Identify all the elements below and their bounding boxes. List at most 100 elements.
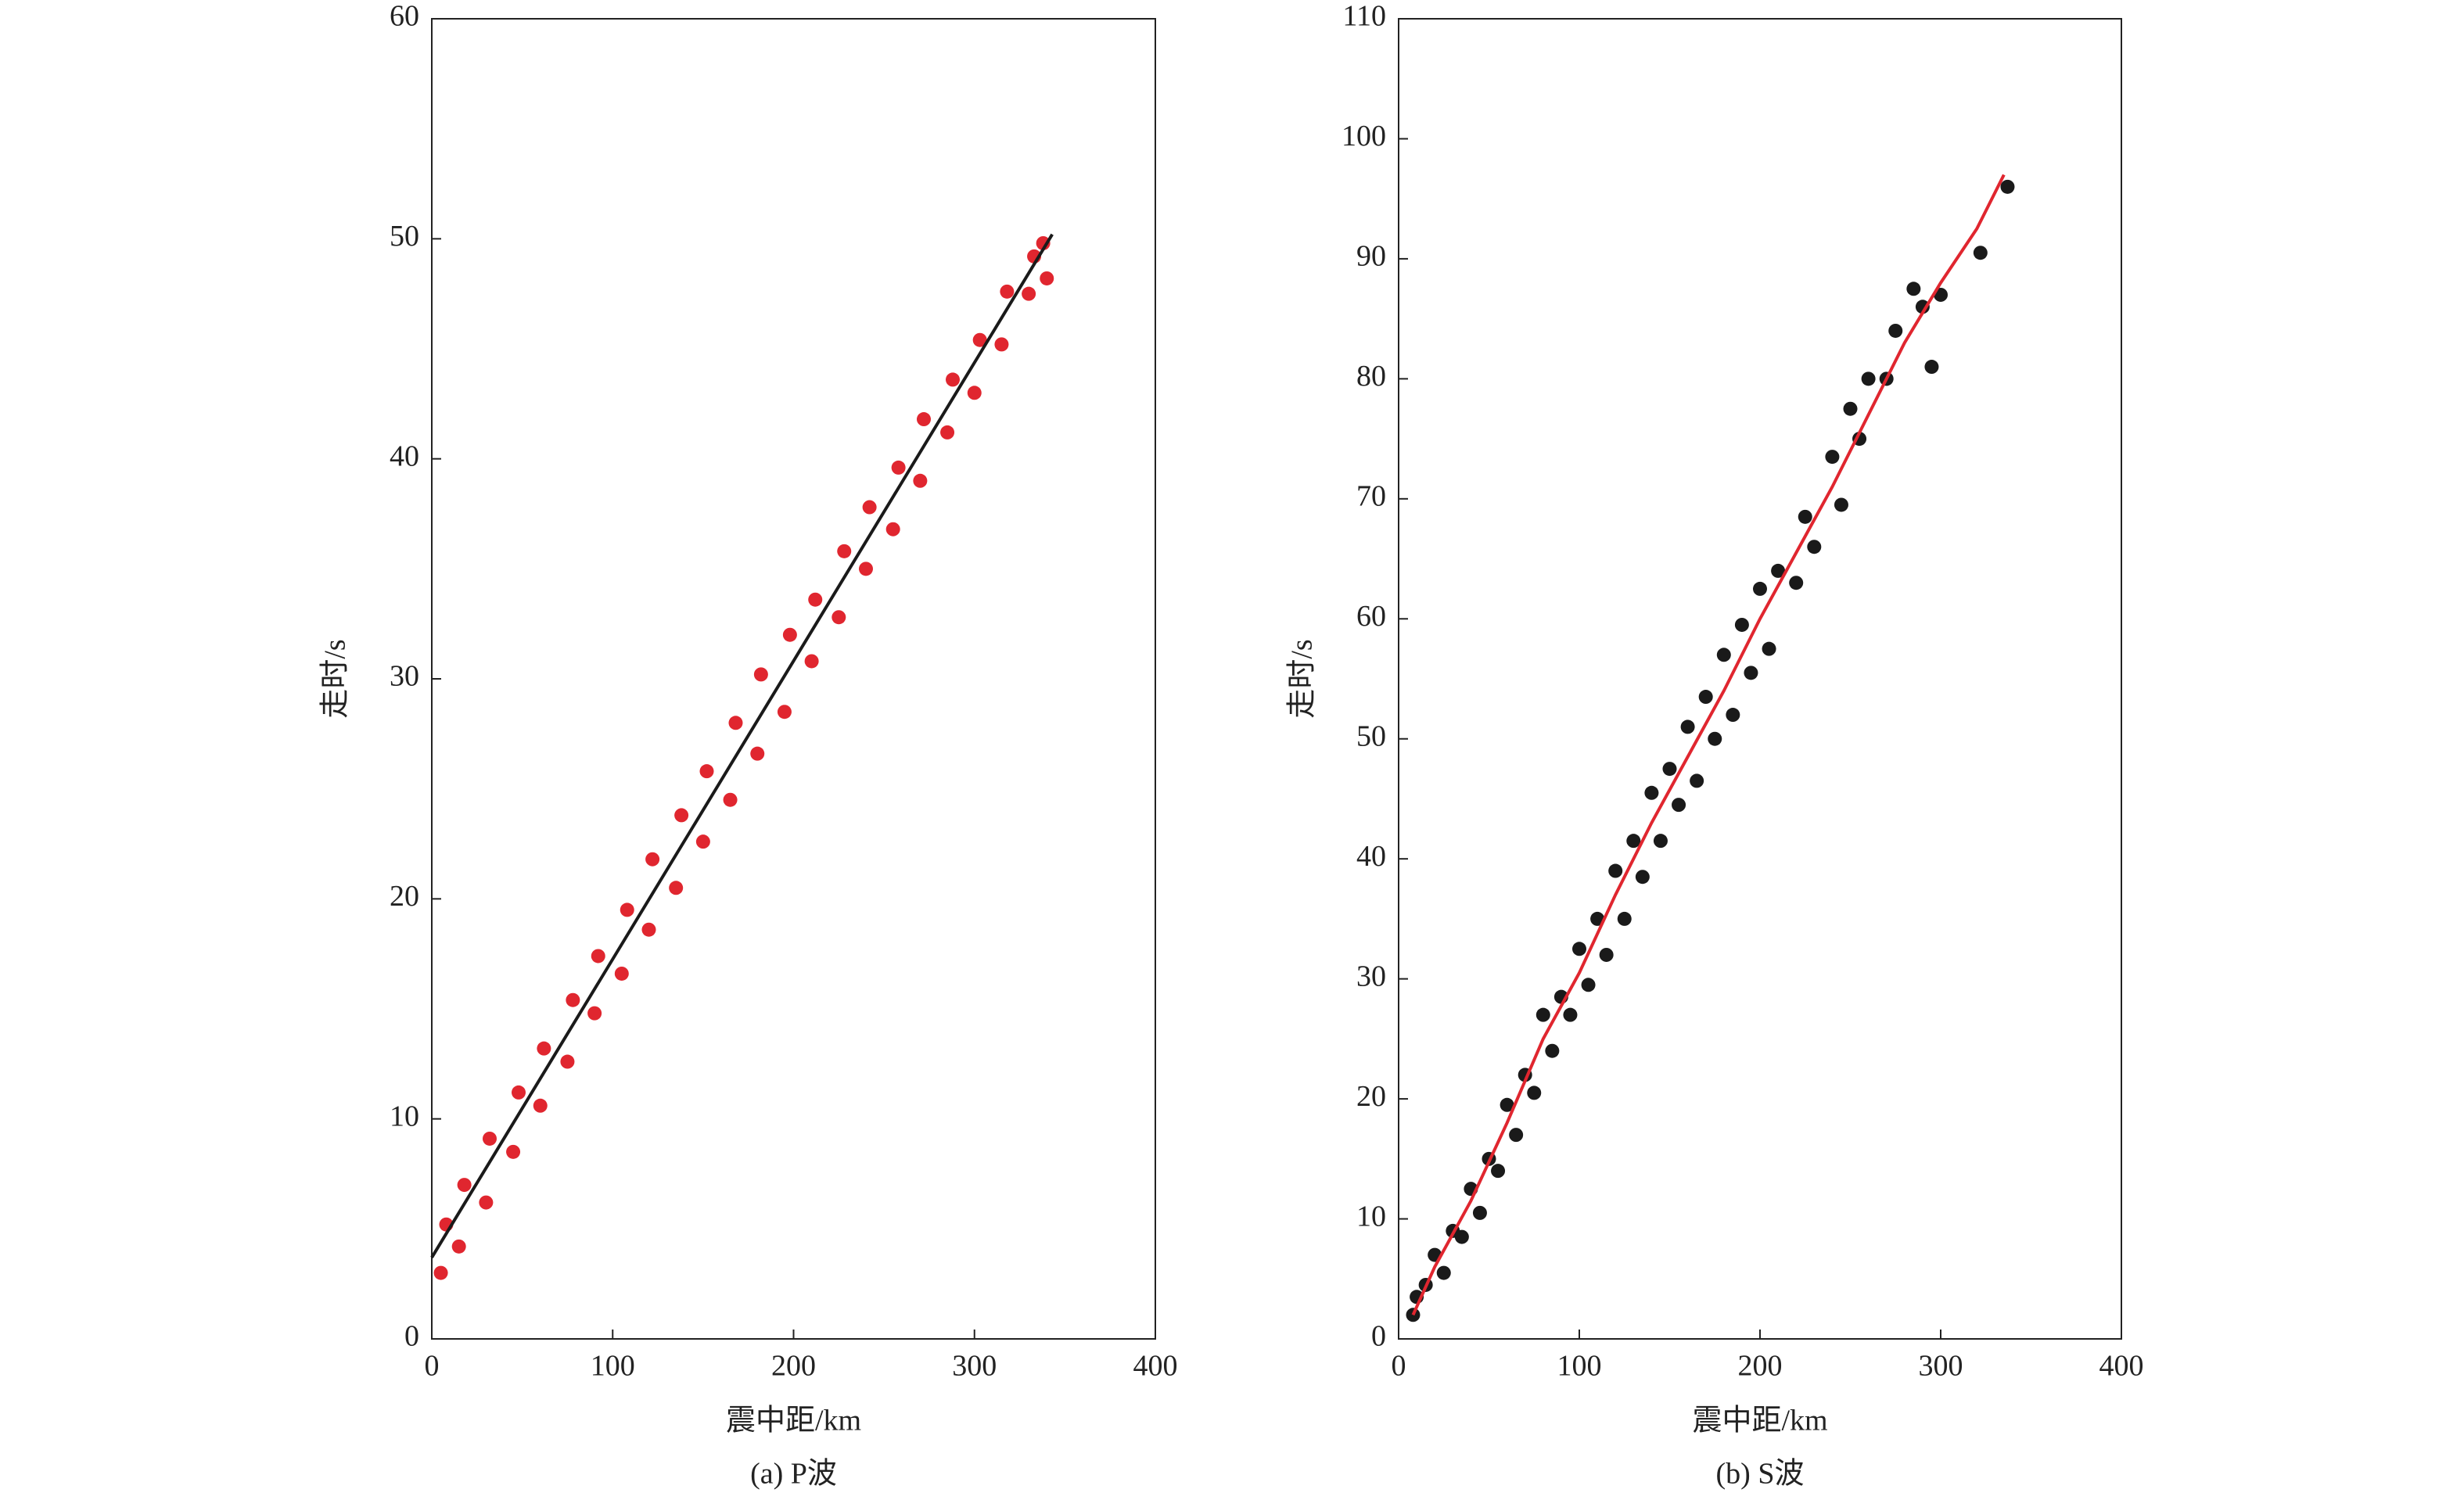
x-tick-label: 100 — [1557, 1350, 1602, 1383]
data-point — [1472, 1205, 1487, 1220]
data-point — [695, 834, 710, 849]
x-tick-label: 0 — [1392, 1350, 1406, 1383]
data-point — [1545, 1043, 1560, 1058]
y-tick-label: 20 — [1356, 1080, 1386, 1113]
data-point — [1744, 666, 1758, 680]
data-point — [940, 425, 955, 440]
data-point — [1626, 834, 1641, 849]
data-point — [859, 562, 873, 576]
y-tick-label: 60 — [1356, 600, 1386, 633]
data-point — [1644, 785, 1659, 800]
data-point — [804, 654, 819, 669]
data-point — [1906, 282, 1921, 296]
data-point — [1762, 641, 1776, 656]
data-point — [1599, 947, 1614, 962]
data-point — [913, 473, 928, 488]
data-point — [1690, 773, 1704, 788]
data-point — [1436, 1265, 1451, 1280]
data-point — [1789, 576, 1804, 590]
data-point — [614, 966, 629, 981]
data-point — [1662, 762, 1677, 777]
fit-line — [430, 233, 1054, 1258]
x-tick-label: 400 — [1133, 1350, 1178, 1383]
data-point — [1834, 497, 1848, 512]
x-tick-label: 300 — [952, 1350, 997, 1383]
y-tick-label: 10 — [390, 1100, 419, 1132]
data-point — [674, 808, 689, 823]
data-point — [2000, 179, 2015, 194]
y-tick-label: 60 — [390, 0, 419, 33]
data-point — [1653, 834, 1668, 849]
data-point — [1491, 1164, 1506, 1179]
y-tick-label: 50 — [1356, 719, 1386, 752]
data-point — [1527, 1086, 1542, 1100]
data-point — [782, 627, 797, 642]
data-point — [1708, 731, 1722, 746]
data-point — [1536, 1007, 1550, 1022]
y-tick-label: 40 — [1356, 840, 1386, 873]
x-tick-label: 300 — [1919, 1350, 1963, 1383]
y-tick-label: 0 — [404, 1320, 419, 1353]
y-tick-label: 50 — [390, 220, 419, 253]
data-point — [512, 1085, 526, 1100]
x-tick-label: 200 — [1738, 1350, 1783, 1383]
data-point — [457, 1178, 472, 1193]
data-point — [560, 1054, 575, 1069]
y-tick-label: 10 — [1356, 1200, 1386, 1233]
data-point — [1888, 323, 1903, 338]
data-point — [1454, 1229, 1469, 1244]
y-tick-label: 70 — [1356, 480, 1386, 513]
y-axis-label: 走时/s — [1286, 639, 1319, 718]
data-point — [885, 522, 900, 536]
data-point — [1915, 300, 1930, 314]
y-axis-label: 走时/s — [319, 639, 352, 718]
data-point — [1572, 942, 1586, 956]
data-point — [1771, 563, 1786, 578]
data-point — [645, 852, 660, 867]
y-tick-label: 90 — [1356, 240, 1386, 273]
data-point — [777, 705, 792, 719]
data-point — [1861, 371, 1876, 386]
data-point — [433, 1265, 448, 1280]
data-point — [1635, 870, 1650, 885]
data-point — [723, 792, 738, 807]
data-point — [1798, 509, 1812, 524]
data-point — [753, 667, 768, 682]
data-point — [1500, 1097, 1514, 1112]
data-point — [1698, 690, 1713, 705]
data-point — [728, 716, 743, 730]
caption: (b) S波 — [1716, 1458, 1805, 1491]
caption: (a) P波 — [750, 1458, 837, 1491]
data-point — [699, 764, 714, 779]
data-point — [1807, 540, 1822, 554]
data-point — [917, 412, 931, 427]
data-point — [972, 332, 987, 347]
data-point — [1680, 719, 1695, 734]
data-point — [669, 881, 684, 895]
data-point — [483, 1131, 497, 1146]
data-point — [479, 1195, 494, 1210]
x-tick-label: 0 — [425, 1350, 440, 1383]
data-point — [1734, 617, 1749, 632]
data-point — [1825, 450, 1840, 465]
data-point — [891, 460, 906, 475]
data-point — [566, 992, 580, 1007]
y-tick-label: 80 — [1356, 360, 1386, 393]
data-point — [1726, 708, 1740, 723]
plot-frame — [1398, 18, 2122, 1340]
data-point — [1040, 271, 1054, 285]
data-point — [1617, 911, 1632, 926]
x-tick-label: 400 — [2099, 1350, 2144, 1383]
data-point — [1000, 284, 1015, 299]
y-tick-label: 30 — [1356, 960, 1386, 992]
data-point — [1036, 235, 1051, 250]
data-point — [808, 592, 823, 607]
data-point — [1509, 1128, 1524, 1143]
plot-frame — [431, 18, 1156, 1340]
data-point — [832, 610, 846, 625]
data-point — [591, 949, 605, 964]
data-point — [1590, 911, 1605, 926]
y-tick-label: 40 — [390, 440, 419, 472]
data-point — [967, 386, 982, 400]
